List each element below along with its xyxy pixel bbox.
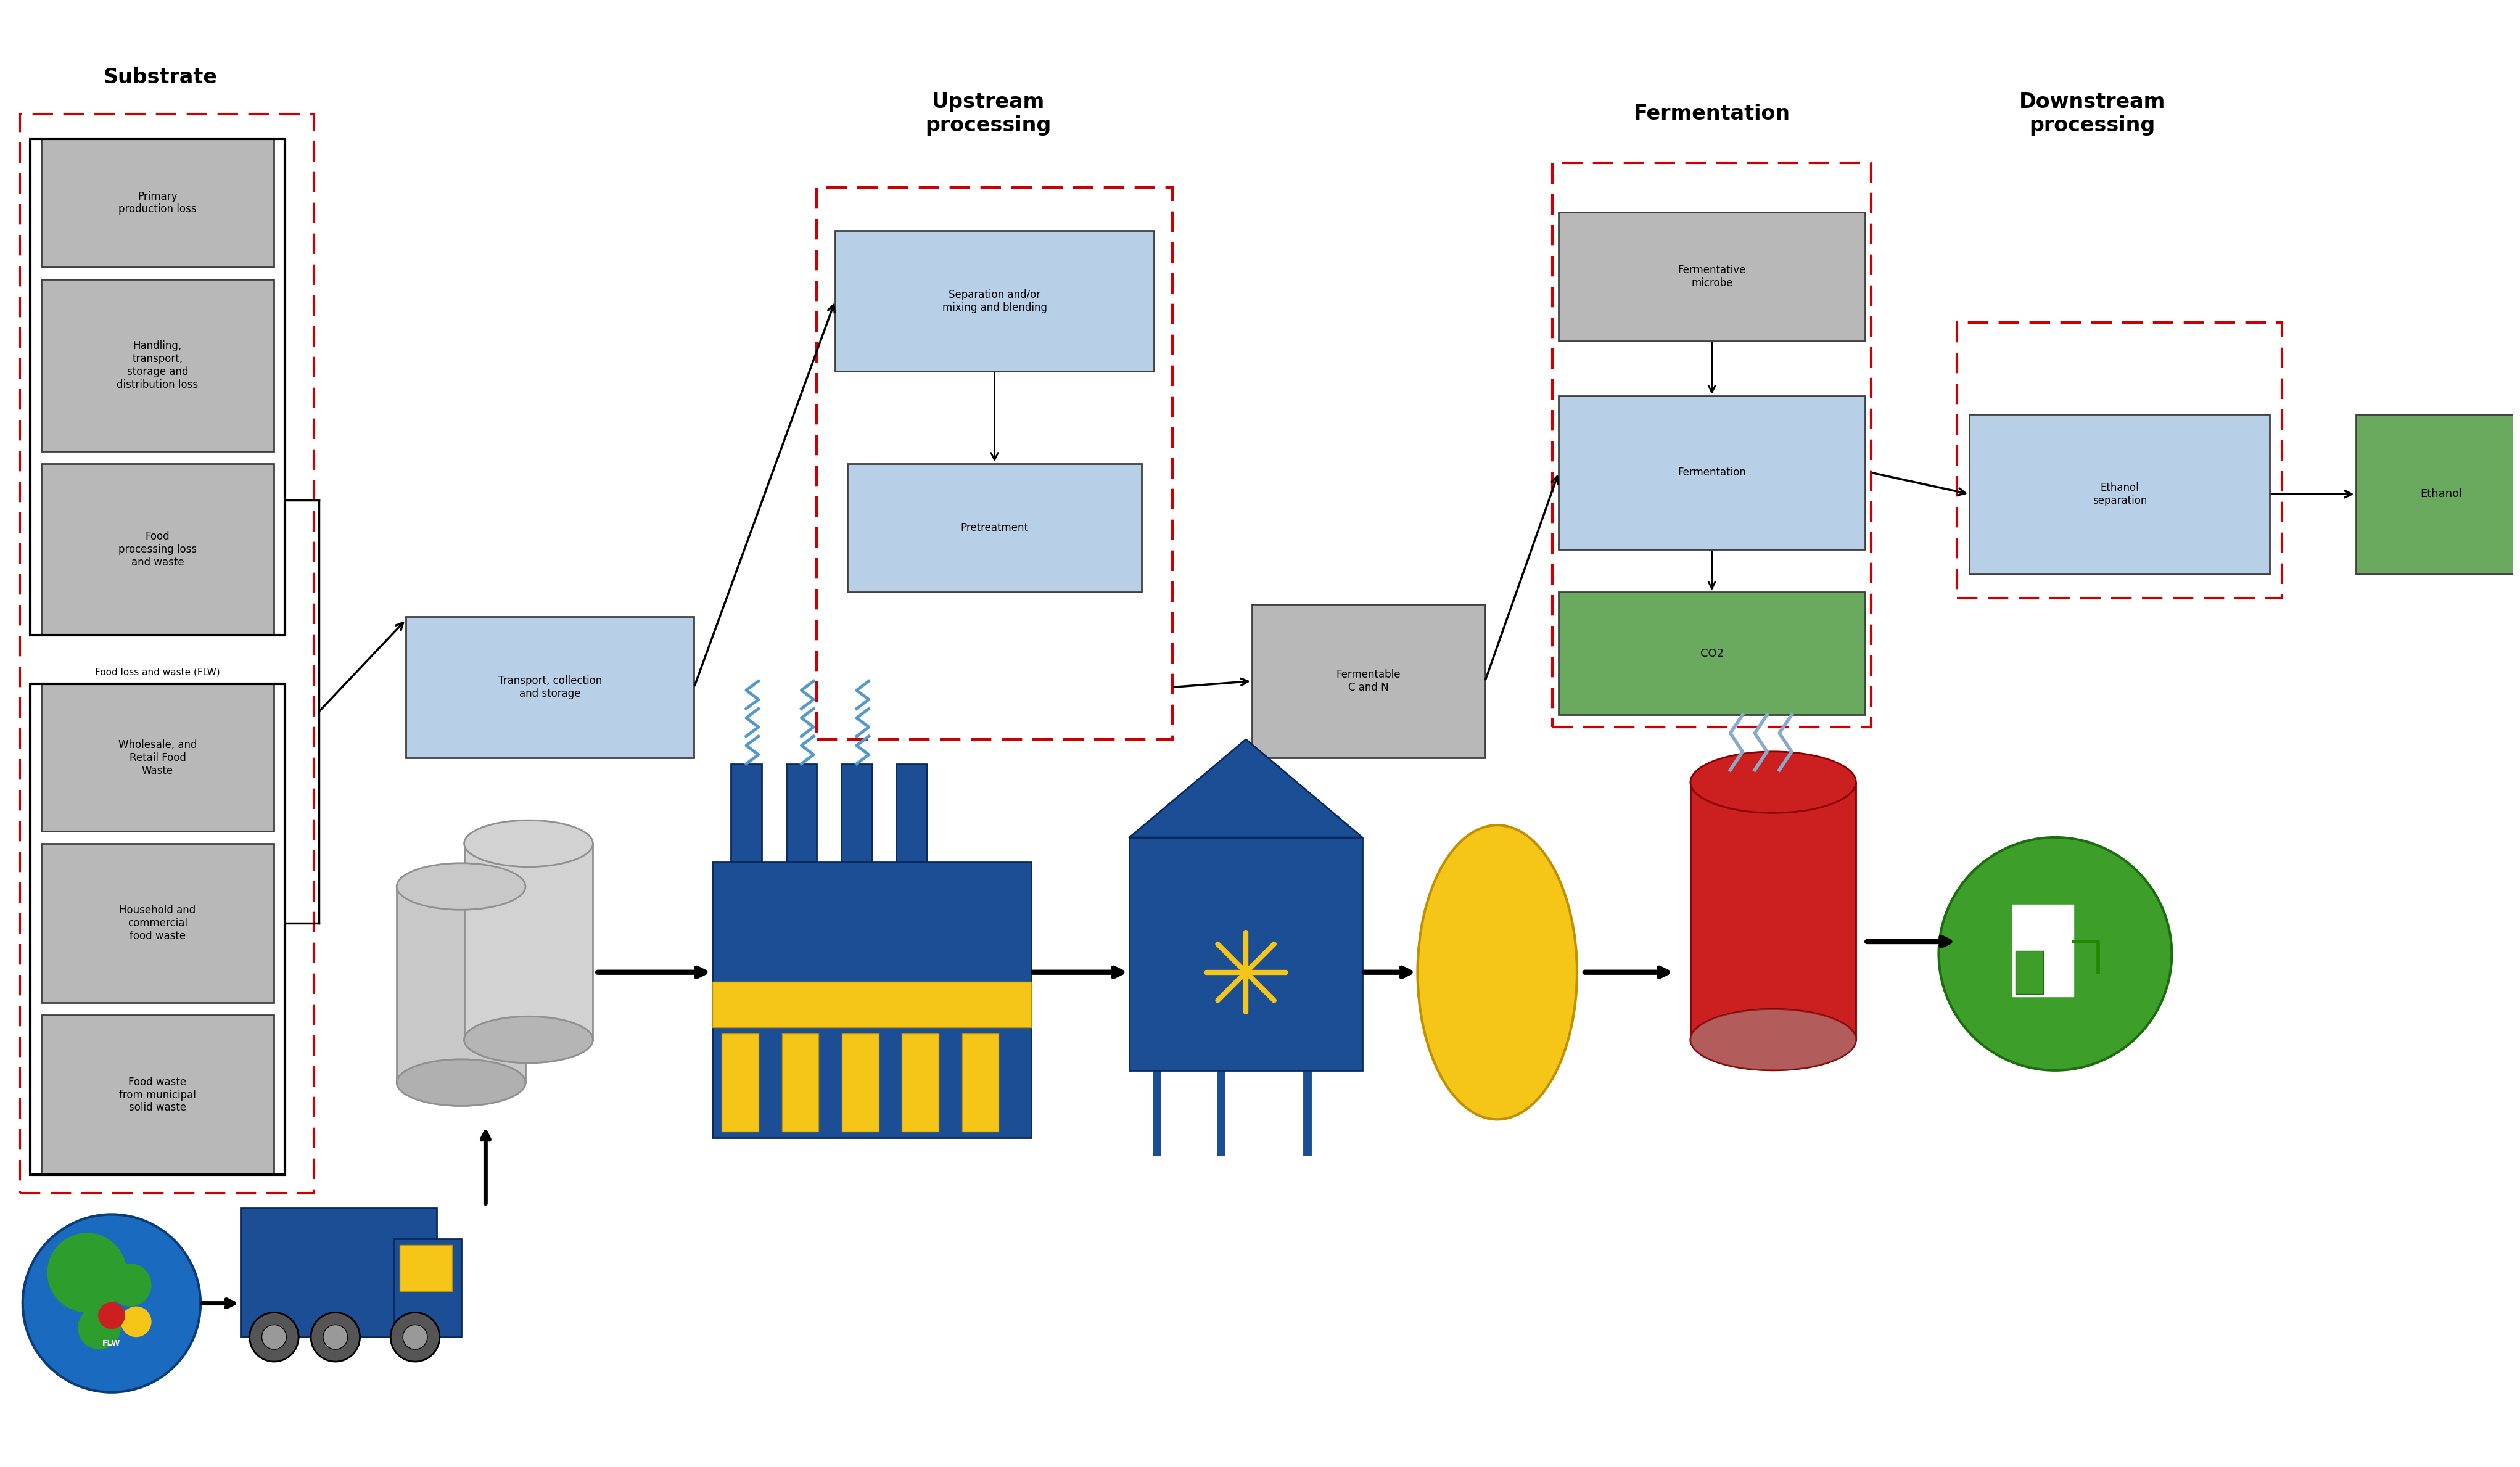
Bar <box>902 1034 940 1131</box>
Text: Transport, collection
and storage: Transport, collection and storage <box>499 675 602 700</box>
Bar <box>1129 838 1363 1071</box>
Text: Pretreatment: Pretreatment <box>960 522 1028 534</box>
Bar <box>1557 213 1865 340</box>
Bar <box>786 764 816 863</box>
Bar <box>713 981 1031 1027</box>
Text: Primary
production loss: Primary production loss <box>118 191 197 214</box>
Bar <box>721 1034 759 1131</box>
Bar <box>40 844 275 1003</box>
Text: Food loss and waste (FLW): Food loss and waste (FLW) <box>96 667 219 676</box>
Bar <box>40 138 275 267</box>
Text: FLW: FLW <box>103 1339 121 1347</box>
Text: Wholesale, and
Retail Food
Waste: Wholesale, and Retail Food Waste <box>118 739 197 776</box>
Bar <box>2016 951 2044 993</box>
Bar <box>406 616 693 758</box>
Circle shape <box>108 1263 151 1307</box>
Text: Household and
commercial
food waste: Household and commercial food waste <box>118 905 197 942</box>
Bar <box>396 886 527 1083</box>
Bar <box>30 138 285 635</box>
Text: Food
processing loss
and waste: Food processing loss and waste <box>118 531 197 568</box>
Ellipse shape <box>464 1017 592 1064</box>
Ellipse shape <box>396 1059 527 1106</box>
Ellipse shape <box>464 820 592 867</box>
Circle shape <box>48 1232 126 1313</box>
Bar <box>1552 163 1872 728</box>
Circle shape <box>310 1313 360 1361</box>
Ellipse shape <box>396 1059 527 1106</box>
Circle shape <box>262 1325 287 1350</box>
Circle shape <box>23 1215 202 1392</box>
Text: Fermentation: Fermentation <box>1678 467 1746 478</box>
Circle shape <box>391 1313 438 1361</box>
Bar <box>40 684 275 832</box>
Ellipse shape <box>1419 824 1578 1119</box>
Circle shape <box>323 1325 348 1350</box>
Bar <box>1691 782 1855 1040</box>
Bar <box>20 114 315 1193</box>
Text: Separation and/or
mixing and blending: Separation and/or mixing and blending <box>942 289 1046 312</box>
Bar <box>713 863 1031 1138</box>
Bar <box>842 764 872 863</box>
Bar <box>464 844 592 1040</box>
Polygon shape <box>1129 739 1363 838</box>
Circle shape <box>98 1303 126 1329</box>
Bar <box>40 280 275 452</box>
Text: Handling,
transport,
storage and
distribution loss: Handling, transport, storage and distrib… <box>116 340 199 390</box>
Text: Upstream
processing: Upstream processing <box>925 92 1051 136</box>
Text: Food waste
from municipal
solid waste: Food waste from municipal solid waste <box>118 1077 197 1113</box>
Circle shape <box>78 1307 121 1350</box>
Ellipse shape <box>396 863 527 910</box>
Bar <box>842 1034 879 1131</box>
Bar <box>963 1034 998 1131</box>
Bar <box>40 1015 275 1175</box>
Text: Ethanol: Ethanol <box>2422 489 2462 500</box>
Bar <box>834 230 1154 371</box>
Bar <box>393 1240 461 1336</box>
Bar <box>40 464 275 635</box>
Ellipse shape <box>1691 751 1855 813</box>
Text: Downstream
processing: Downstream processing <box>2019 92 2165 136</box>
Bar <box>816 188 1172 739</box>
Circle shape <box>121 1307 151 1336</box>
Bar <box>2013 905 2074 996</box>
Text: Fermentable
C and N: Fermentable C and N <box>1336 669 1401 692</box>
Bar <box>731 764 761 863</box>
Bar <box>781 1034 819 1131</box>
Bar <box>30 684 285 1175</box>
Bar <box>1557 396 1865 549</box>
Bar <box>897 764 927 863</box>
Circle shape <box>1938 838 2172 1071</box>
Bar <box>239 1209 436 1336</box>
Bar <box>1252 604 1484 758</box>
Text: Fermentation: Fermentation <box>1633 104 1789 125</box>
Bar <box>847 464 1142 593</box>
Text: Ethanol
separation: Ethanol separation <box>2092 483 2147 506</box>
Text: Substrate: Substrate <box>103 67 217 88</box>
Bar <box>401 1245 451 1291</box>
Ellipse shape <box>1691 1009 1855 1071</box>
Bar <box>1971 414 2271 574</box>
Ellipse shape <box>1691 1009 1855 1071</box>
Ellipse shape <box>464 1017 592 1064</box>
Text: Fermentative
microbe: Fermentative microbe <box>1678 264 1746 289</box>
Bar <box>1557 593 1865 714</box>
Circle shape <box>403 1325 428 1350</box>
Circle shape <box>249 1313 297 1361</box>
Bar <box>2356 414 2520 574</box>
Text: CO2: CO2 <box>1701 648 1724 659</box>
Bar <box>1958 323 2283 599</box>
